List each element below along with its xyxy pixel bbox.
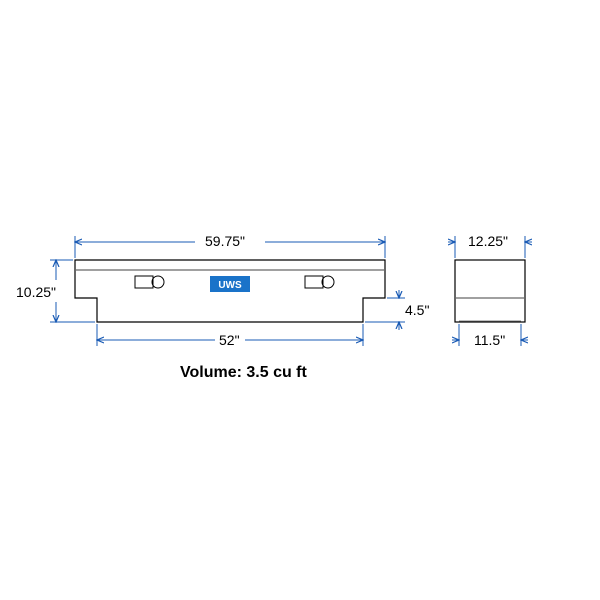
front-view: UWS bbox=[75, 260, 385, 322]
diagram-canvas: UWS bbox=[0, 0, 600, 600]
logo-text: UWS bbox=[218, 280, 242, 291]
front-height-label: 10.25" bbox=[16, 284, 56, 300]
side-view bbox=[455, 260, 525, 322]
side-bottom-width-label: 11.5" bbox=[474, 332, 505, 348]
diagram-svg: UWS bbox=[0, 0, 600, 600]
side-top-width-label: 12.25" bbox=[468, 233, 508, 249]
front-step-label: 4.5" bbox=[405, 302, 429, 318]
front-bottom-width-label: 52" bbox=[219, 332, 240, 348]
front-top-width-label: 59.75" bbox=[205, 233, 245, 249]
volume-label: Volume: 3.5 cu ft bbox=[180, 364, 307, 382]
